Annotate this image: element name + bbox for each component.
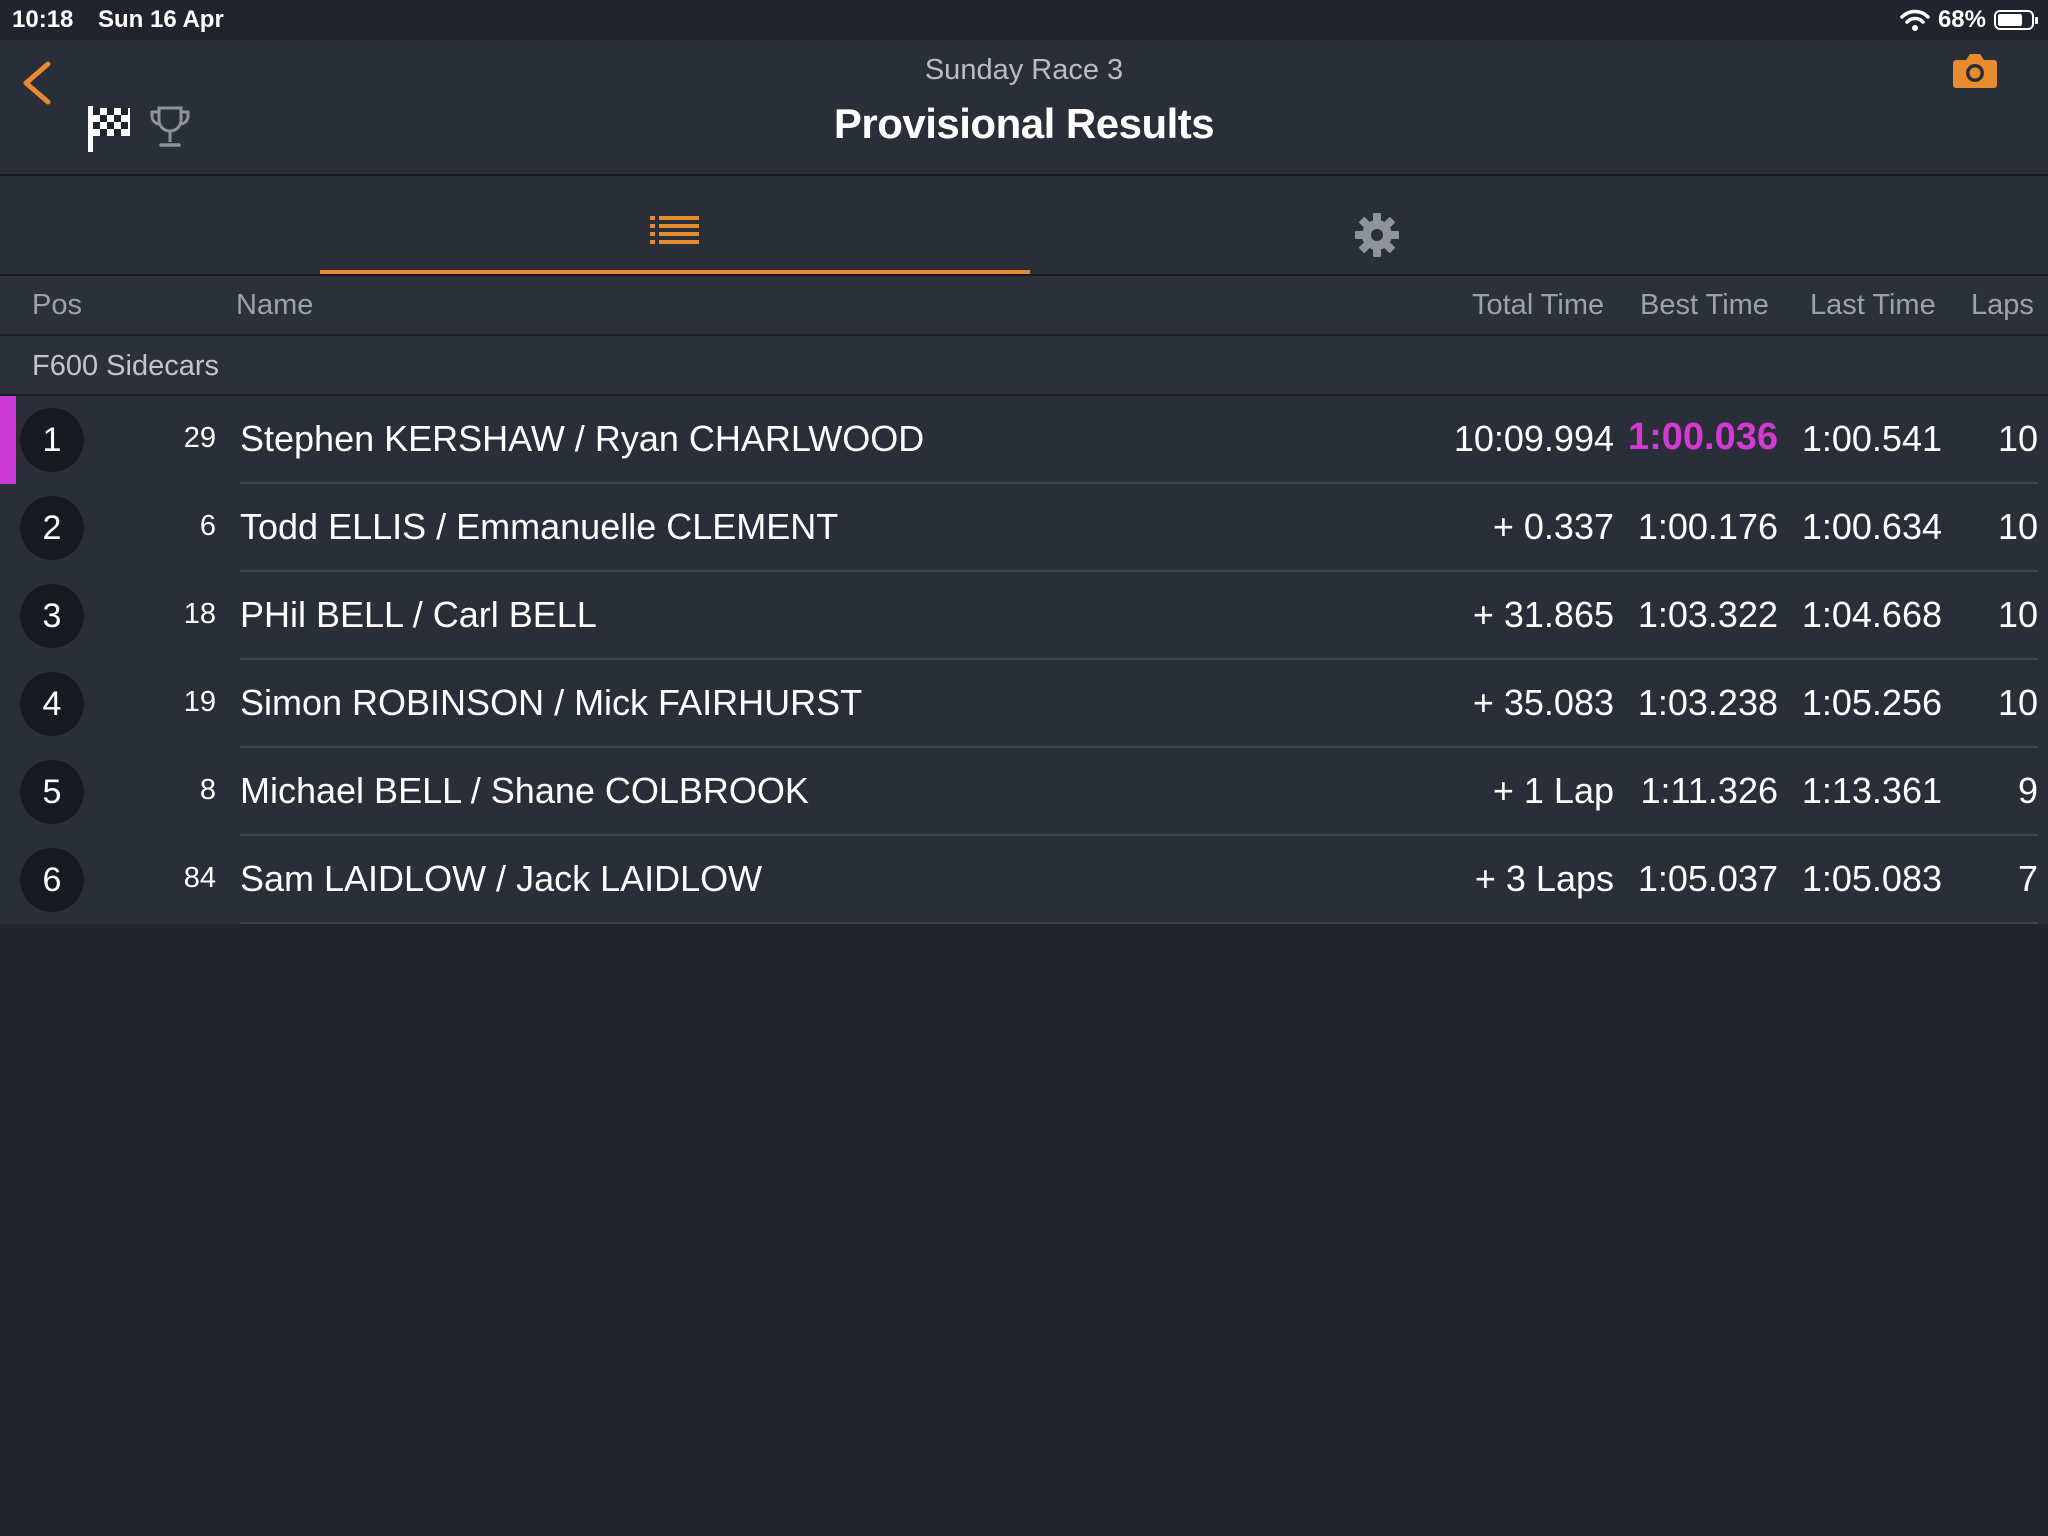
- status-bar: 10:18 Sun 16 Apr 68%: [0, 0, 2048, 40]
- rider-names: Simon ROBINSON / Mick FAIRHURST: [240, 682, 863, 723]
- tab-bar: [0, 176, 2048, 276]
- race-subtitle: Sunday Race 3: [924, 54, 1124, 86]
- last-time: 1:00.634: [1801, 506, 1942, 547]
- class-group-label: F600 Sidecars: [32, 350, 219, 382]
- laps-count: 10: [1997, 506, 2038, 547]
- race-number: 84: [183, 862, 216, 894]
- laps-count: 7: [2017, 858, 2038, 899]
- gear-icon: [1354, 213, 1399, 257]
- status-date: Sun 16 Apr: [98, 6, 224, 33]
- best-time: 1:03.238: [1637, 682, 1778, 723]
- rider-names: Michael BELL / Shane COLBROOK: [240, 770, 809, 811]
- race-number: 8: [199, 774, 216, 806]
- best-time: 1:00.176: [1637, 506, 1778, 547]
- rider-names: Todd ELLIS / Emmanuelle CLEMENT: [240, 506, 839, 547]
- total-time: + 3 Laps: [1474, 858, 1614, 899]
- total-time: + 0.337: [1492, 506, 1614, 547]
- position-badge: 6: [20, 848, 84, 912]
- checkered-flag-icon[interactable]: [86, 102, 132, 159]
- position-badge: 3: [20, 584, 84, 648]
- leader-marker: [0, 396, 16, 484]
- battery-percent: 68%: [1937, 6, 1986, 33]
- race-number: 18: [183, 598, 216, 630]
- laps-count: 10: [1997, 682, 2038, 723]
- status-time: 10:18: [12, 6, 74, 33]
- tab-results-list[interactable]: [320, 176, 1030, 274]
- last-time: 1:00.541: [1801, 418, 1942, 459]
- table-row[interactable]: 6 84 Sam LAIDLOW / Jack LAIDLOW + 3 Laps…: [0, 836, 2048, 924]
- status-right: 68%: [1900, 6, 2038, 34]
- last-time: 1:05.256: [1801, 682, 1942, 723]
- table-row[interactable]: 3 18 PHil BELL / Carl BELL + 31.865 1:03…: [0, 572, 2048, 660]
- table-row[interactable]: 1 29 Stephen KERSHAW / Ryan CHARLWOOD 10…: [0, 396, 2048, 484]
- column-pos[interactable]: Pos: [32, 289, 82, 321]
- position-badge: 2: [20, 496, 84, 560]
- column-laps[interactable]: Laps: [1971, 289, 2034, 321]
- race-number: 19: [183, 686, 216, 718]
- rider-names: Stephen KERSHAW / Ryan CHARLWOOD: [240, 418, 925, 459]
- wifi-icon: [1900, 9, 1930, 31]
- total-time: + 1 Lap: [1492, 770, 1614, 811]
- list-icon: [650, 216, 699, 244]
- camera-icon: [1953, 54, 1997, 88]
- best-time: 1:05.037: [1637, 858, 1778, 899]
- total-time: + 35.083: [1472, 682, 1614, 723]
- navigation-bar: Sunday Race 3 Provisional Results: [0, 40, 2048, 176]
- position-badge: 5: [20, 760, 84, 824]
- laps-count: 10: [1997, 418, 2038, 459]
- battery-icon: [1994, 10, 2038, 30]
- column-best-time[interactable]: Best Time: [1640, 289, 1769, 321]
- best-time-fastest: 1:00.036: [1627, 416, 1778, 458]
- camera-button[interactable]: [1952, 52, 1998, 95]
- page-title: Provisional Results: [833, 100, 1215, 147]
- last-time: 1:04.668: [1801, 594, 1942, 635]
- total-time: + 31.865: [1472, 594, 1614, 635]
- race-number: 29: [183, 422, 216, 454]
- best-time: 1:11.326: [1640, 770, 1778, 811]
- table-row[interactable]: 2 6 Todd ELLIS / Emmanuelle CLEMENT + 0.…: [0, 484, 2048, 572]
- rider-names: PHil BELL / Carl BELL: [240, 594, 597, 635]
- results-list: 1 29 Stephen KERSHAW / Ryan CHARLWOOD 10…: [0, 396, 2048, 924]
- race-number: 6: [199, 510, 216, 542]
- best-time: 1:03.322: [1637, 594, 1778, 635]
- class-group-header: F600 Sidecars: [0, 336, 2048, 396]
- laps-count: 10: [1997, 594, 2038, 635]
- chevron-left-icon: [23, 61, 51, 105]
- laps-count: 9: [2017, 770, 2038, 811]
- trophy-icon[interactable]: [148, 104, 192, 155]
- tab-settings[interactable]: [1030, 176, 1723, 274]
- position-badge: 4: [20, 672, 84, 736]
- position-badge: 1: [20, 408, 84, 472]
- back-button[interactable]: [18, 60, 58, 120]
- column-total-time[interactable]: Total Time: [1472, 289, 1605, 321]
- table-row[interactable]: 5 8 Michael BELL / Shane COLBROOK + 1 La…: [0, 748, 2048, 836]
- last-time: 1:13.361: [1801, 770, 1942, 811]
- column-last-time[interactable]: Last Time: [1810, 289, 1936, 321]
- table-row[interactable]: 4 19 Simon ROBINSON / Mick FAIRHURST + 3…: [0, 660, 2048, 748]
- column-header-row: Pos Name Total Time Best Time Last Time …: [0, 276, 2048, 336]
- column-name[interactable]: Name: [236, 289, 314, 321]
- total-time: 10:09.994: [1453, 418, 1614, 459]
- rider-names: Sam LAIDLOW / Jack LAIDLOW: [240, 858, 763, 899]
- last-time: 1:05.083: [1801, 858, 1942, 899]
